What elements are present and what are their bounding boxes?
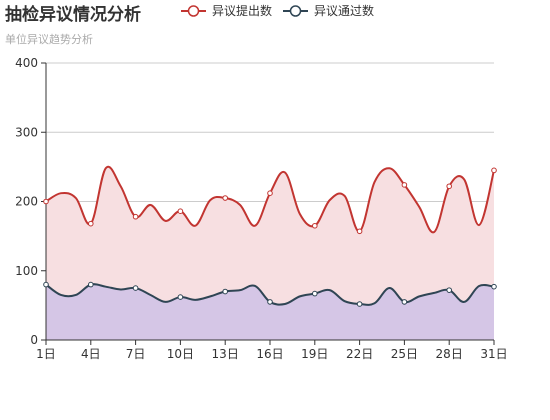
data-point[interactable]: [222, 195, 228, 201]
y-tick-label: 200: [15, 195, 38, 209]
data-point[interactable]: [312, 222, 318, 229]
legend-item-0[interactable]: 异议提出数: [181, 3, 272, 18]
y-tick-label: 0: [30, 333, 38, 347]
data-point[interactable]: [88, 220, 94, 227]
data-point[interactable]: [401, 182, 408, 188]
legend-marker: [289, 5, 302, 17]
legend-label: 异议通过数: [314, 3, 374, 18]
x-tick-label: 13日: [212, 347, 239, 361]
x-tick-label: 7日: [126, 347, 146, 361]
legend-marker: [187, 5, 200, 17]
data-point[interactable]: [401, 299, 408, 305]
data-point[interactable]: [88, 281, 94, 288]
x-tick-label: 4日: [81, 347, 101, 361]
x-tick-label: 19日: [301, 347, 328, 361]
series-area-1: [46, 284, 494, 340]
data-point[interactable]: [356, 301, 363, 307]
data-point[interactable]: [446, 183, 453, 190]
data-point[interactable]: [177, 294, 184, 300]
data-point[interactable]: [491, 167, 497, 174]
x-tick-label: 25日: [391, 347, 418, 361]
data-point[interactable]: [43, 198, 49, 205]
data-point[interactable]: [43, 281, 49, 288]
x-tick-label: 22日: [346, 347, 373, 361]
data-point[interactable]: [132, 213, 139, 220]
x-tick-label: 1日: [36, 347, 56, 361]
data-point[interactable]: [222, 288, 228, 295]
data-points: [43, 167, 497, 307]
data-point[interactable]: [312, 290, 318, 297]
axes: 0 100 200 300 400 1日 4日 7日 10日 13日 16日 19日 22日 25日 28日…: [15, 56, 508, 361]
series-areas: [46, 166, 494, 340]
chart-subtitle: 单位异议趋势分析: [5, 32, 93, 46]
x-tick-label: 16日: [256, 347, 283, 361]
x-tick-label: 28日: [436, 347, 463, 361]
x-tick-label: 10日: [167, 347, 194, 361]
y-tick-label: 400: [15, 56, 38, 70]
x-tick-label: 31日: [480, 347, 507, 361]
data-point[interactable]: [132, 285, 139, 291]
chart-title: 抽检异议情况分析: [5, 4, 141, 25]
data-point[interactable]: [177, 208, 184, 214]
data-point[interactable]: [356, 228, 363, 235]
y-tick-label: 300: [15, 125, 38, 139]
legend-item-1[interactable]: 异议通过数: [283, 3, 374, 18]
data-point[interactable]: [267, 190, 273, 196]
y-tick-label: 100: [15, 264, 38, 278]
legend[interactable]: 异议提出数 异议通过数: [181, 3, 374, 18]
data-point[interactable]: [446, 287, 453, 293]
legend-label: 异议提出数: [212, 3, 272, 18]
data-point[interactable]: [267, 299, 273, 305]
data-point[interactable]: [491, 283, 497, 290]
